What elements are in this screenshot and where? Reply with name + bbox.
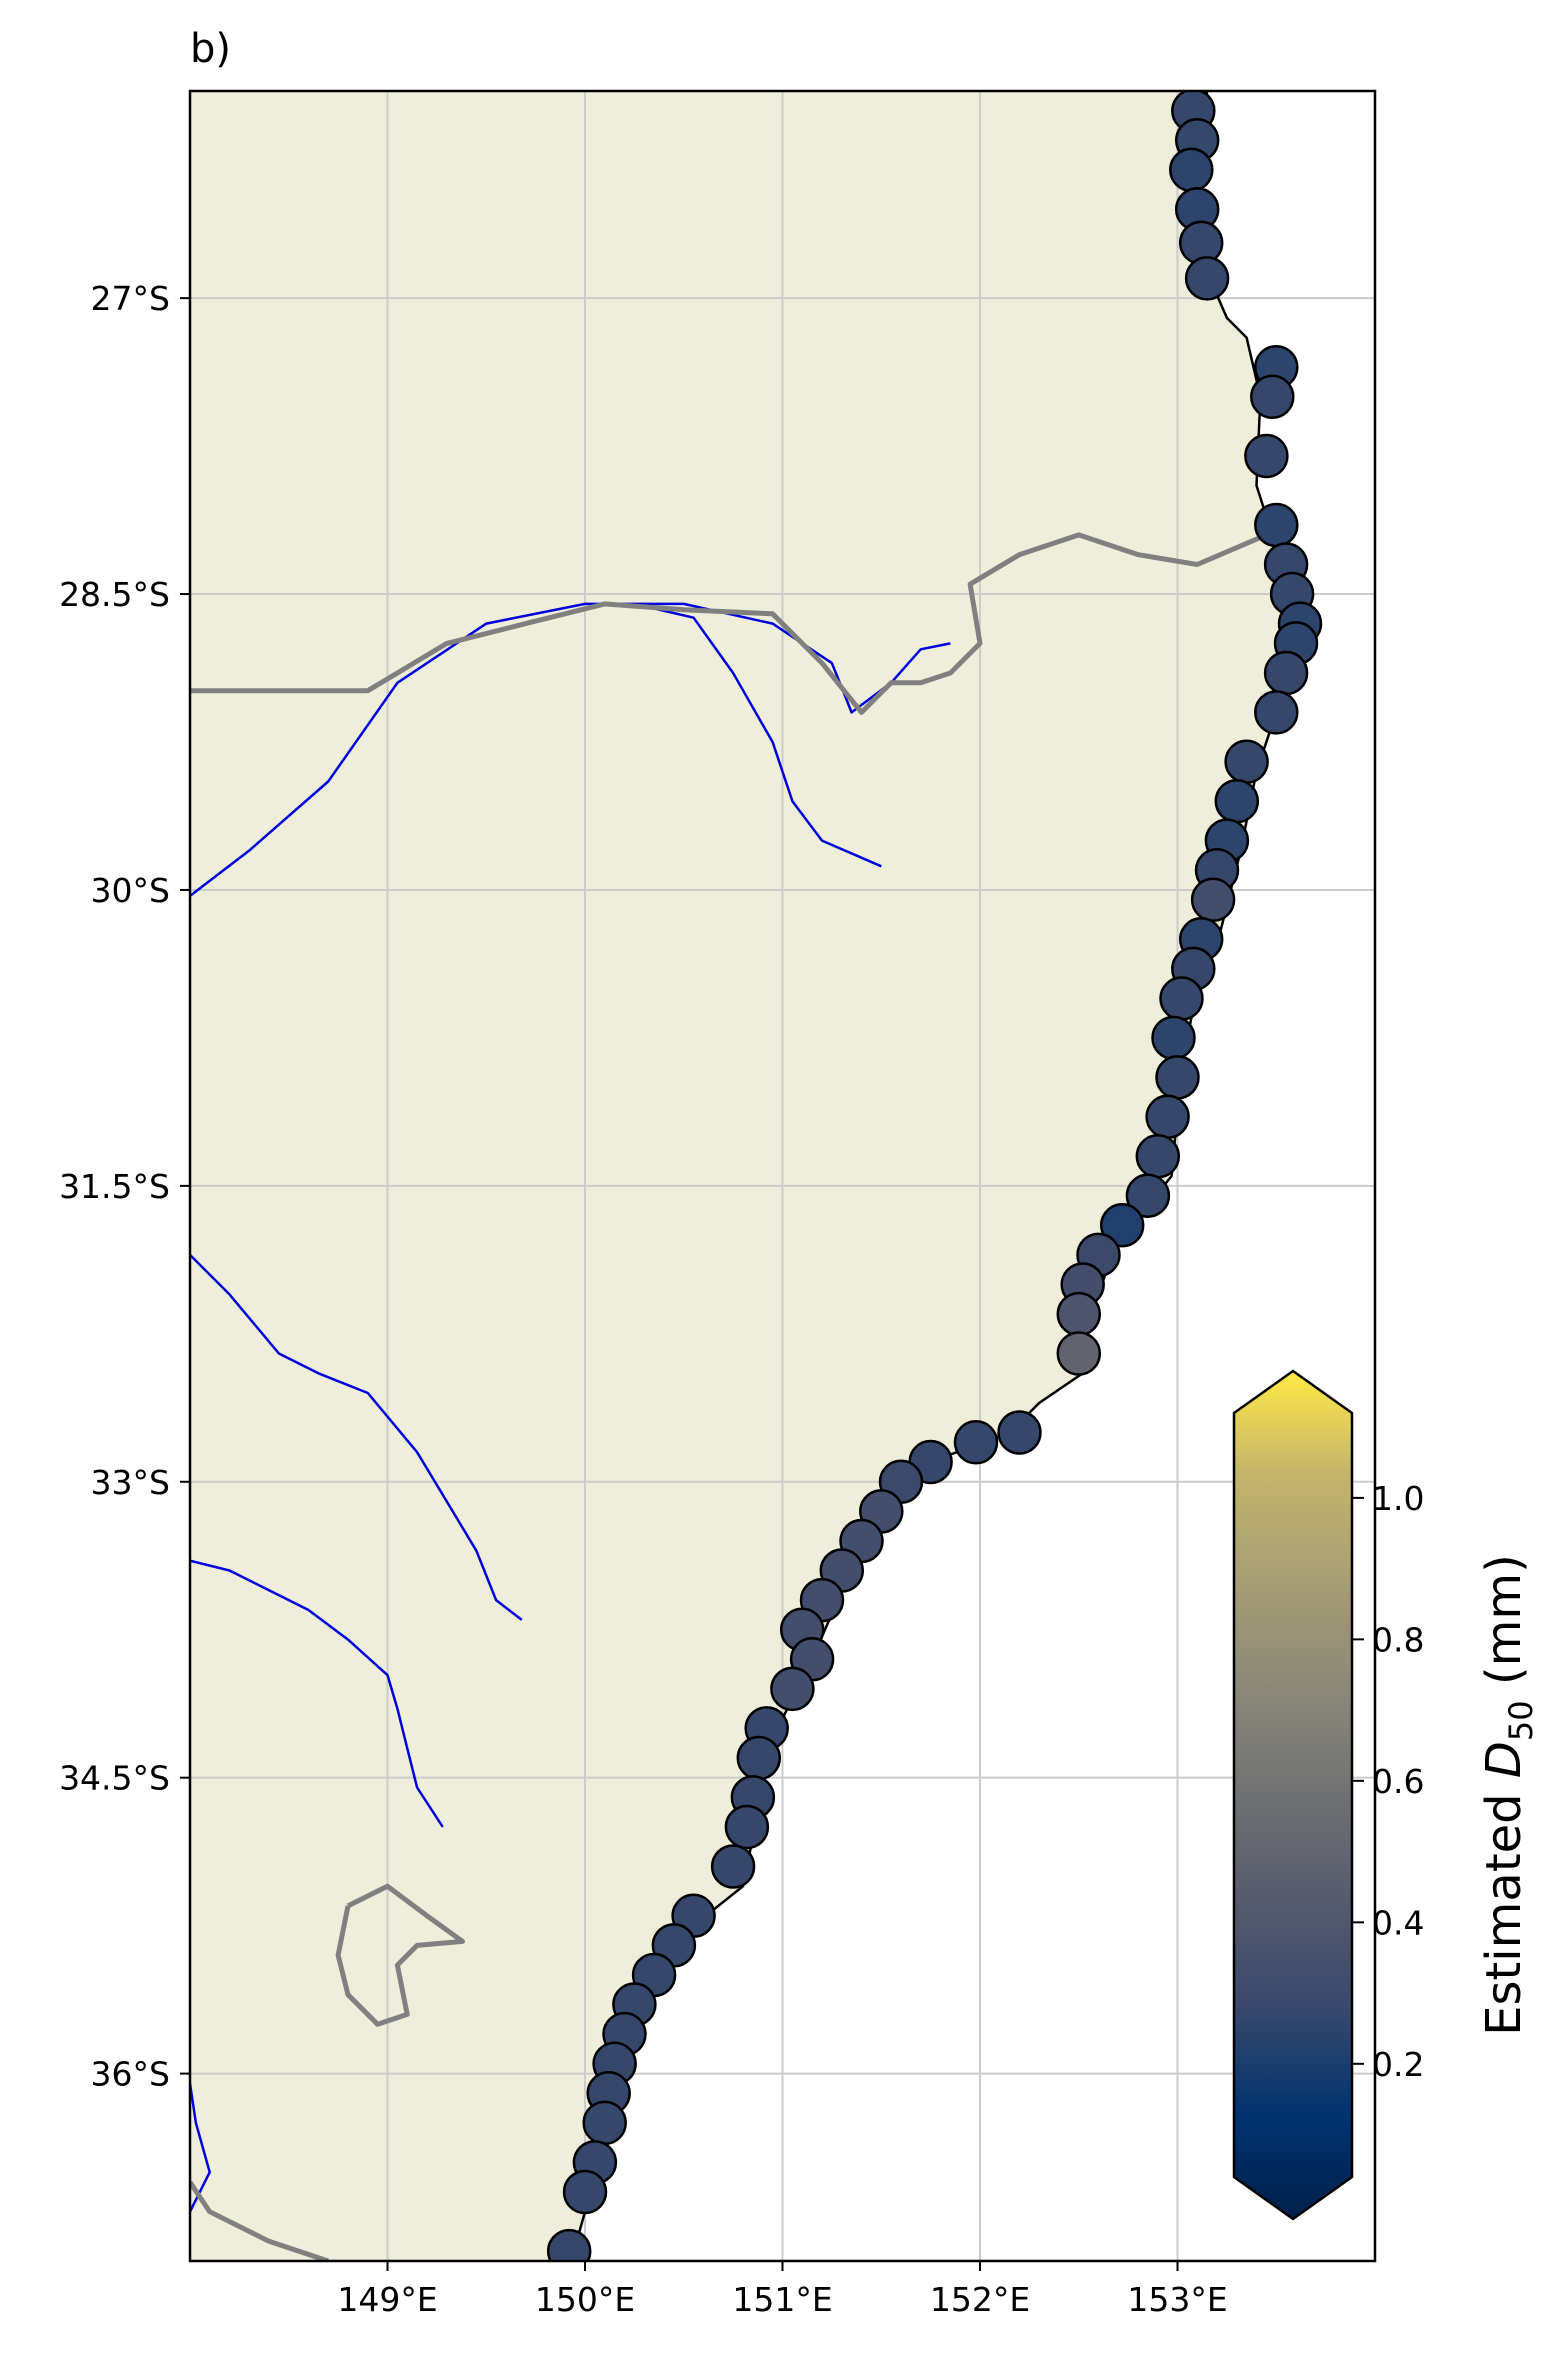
colorbar-tick-label: 0.2 xyxy=(1372,2045,1424,2084)
state-borders xyxy=(190,522,1282,2261)
colorbar: 0.2 0.4 0.6 0.8 1.0 Estimated D50 (mm) xyxy=(1232,1369,1540,2221)
sample-points xyxy=(546,91,1323,2261)
river-line xyxy=(634,602,882,868)
y-tick-label: 28.5°S xyxy=(59,575,170,614)
panel-label: b) xyxy=(190,26,231,72)
sample-point xyxy=(546,2228,592,2261)
sample-point xyxy=(1250,374,1295,420)
sample-point xyxy=(1159,976,1204,1021)
sample-point xyxy=(1056,1331,1102,1376)
sample-point xyxy=(1151,1015,1196,1061)
sample-point xyxy=(1056,1291,1102,1337)
land-mass xyxy=(190,91,1293,2261)
sample-point xyxy=(1214,778,1260,824)
y-tick-label: 34.5°S xyxy=(59,1759,170,1798)
x-axis: 149°E 150°E 151°E 152°E 153°E xyxy=(337,2261,1228,2319)
colorbar-tick-label: 0.6 xyxy=(1372,1762,1424,1801)
sample-point xyxy=(1263,650,1309,696)
grid-lines xyxy=(190,91,1375,2261)
y-tick-label: 31.5°S xyxy=(59,1167,170,1206)
sample-point xyxy=(562,2169,608,2215)
sample-point xyxy=(710,1844,756,1889)
sample-point xyxy=(1169,147,1214,193)
y-tick-label: 30°S xyxy=(91,871,170,910)
state-border-line xyxy=(190,2180,329,2261)
sample-point xyxy=(1125,1173,1171,1218)
sample-point xyxy=(997,1410,1042,1455)
y-tick-label: 27°S xyxy=(91,279,170,318)
y-tick-label: 33°S xyxy=(91,1463,170,1502)
sample-point xyxy=(1145,1094,1190,1140)
sample-point xyxy=(1244,433,1289,479)
y-tick-label: 36°S xyxy=(91,2055,170,2094)
x-tick-label: 152°E xyxy=(930,2280,1030,2319)
colorbar-tick-label: 0.4 xyxy=(1372,1903,1424,1942)
plot-area xyxy=(188,89,1377,2263)
colorbar-label: Estimated D50 (mm) xyxy=(1476,1554,1540,2036)
sample-point xyxy=(1190,877,1236,923)
river-line xyxy=(190,1559,444,1828)
colorbar-ticks: 0.2 0.4 0.6 0.8 1.0 xyxy=(1352,1479,1424,2084)
y-axis: 27°S 28.5°S 30°S 31.5°S 33°S 34.5°S 36°S xyxy=(59,279,190,2094)
sample-point xyxy=(1224,739,1269,784)
sample-point xyxy=(724,1804,770,1850)
x-tick-label: 150°E xyxy=(535,2280,635,2319)
sample-point xyxy=(736,1735,782,1781)
sample-point xyxy=(1135,1134,1181,1179)
sample-point xyxy=(1184,256,1230,301)
river-line xyxy=(190,1254,523,1621)
sample-point xyxy=(953,1420,999,1465)
sample-point xyxy=(1254,690,1299,735)
sample-point xyxy=(770,1666,815,1712)
sample-point xyxy=(1254,502,1299,548)
colorbar-tick-label: 1.0 xyxy=(1372,1479,1424,1518)
state-border-line xyxy=(335,1883,465,2027)
x-tick-label: 151°E xyxy=(732,2280,832,2319)
state-border-line xyxy=(190,522,1282,715)
colorbar-gradient xyxy=(1232,1369,1354,2221)
x-tick-label: 149°E xyxy=(337,2280,437,2319)
sample-point xyxy=(1099,1203,1145,1248)
river-line xyxy=(190,2083,211,2213)
sample-point xyxy=(582,2100,627,2146)
colorbar-tick-label: 0.8 xyxy=(1372,1620,1424,1659)
x-tick-label: 153°E xyxy=(1127,2280,1227,2319)
sample-point xyxy=(1155,1055,1200,1100)
